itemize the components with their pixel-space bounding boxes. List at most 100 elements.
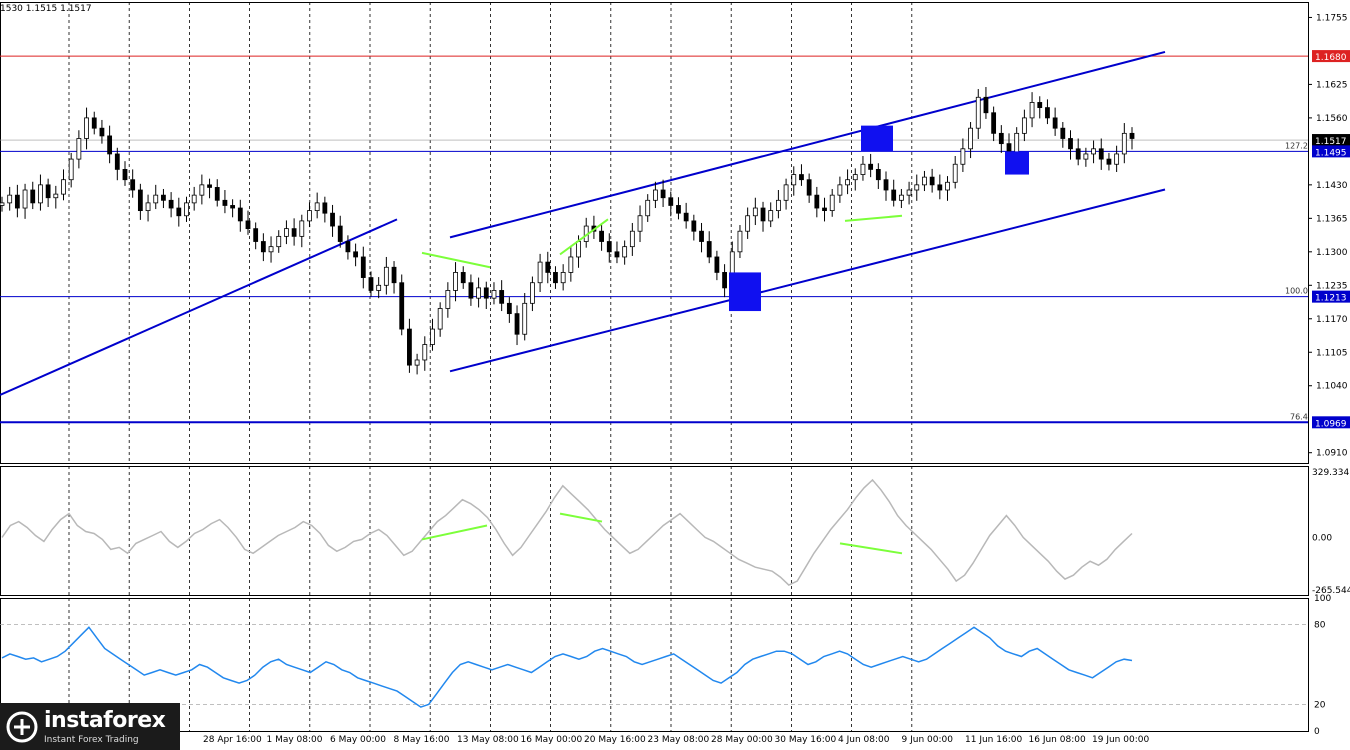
candle-body — [1098, 148, 1104, 160]
candle-body — [291, 228, 297, 237]
divergence-line-cci-3 — [839, 542, 903, 555]
candle-body — [268, 246, 274, 253]
candle-body — [837, 184, 843, 196]
rsi-axis-label: 100 — [1314, 594, 1331, 604]
candle-body — [845, 179, 850, 186]
candle-body — [130, 179, 136, 191]
price-label-box — [1312, 50, 1350, 63]
candle-body — [576, 241, 581, 258]
price-label-box — [1312, 290, 1350, 303]
rsi-line — [1, 626, 1133, 708]
candle-body — [676, 205, 681, 214]
candle-body — [560, 272, 566, 284]
candle-body — [176, 207, 182, 217]
candle-body — [76, 138, 82, 160]
candle-body — [284, 228, 289, 237]
candle-body — [1052, 117, 1058, 129]
candle-body — [983, 96, 989, 114]
candle-body — [868, 163, 874, 170]
candle-body — [184, 202, 189, 217]
time-tick-label: 8 May 16:00 — [394, 735, 450, 745]
price-tick-label: 1.1040 — [1316, 382, 1348, 392]
candle-body — [322, 202, 328, 214]
candle-body — [299, 220, 305, 237]
time-tick-label: 13 May 08:00 — [457, 735, 519, 745]
time-tick-label: 30 May 16:00 — [775, 735, 837, 745]
candle-body — [307, 210, 312, 222]
price-tick-label: 1.1495 — [1315, 148, 1347, 158]
candle-body — [737, 230, 743, 253]
candle-body — [0, 202, 5, 206]
candle-body — [414, 359, 420, 366]
ohlc-readout: 1530 1.1515 1.1517 — [0, 4, 92, 14]
candle-body — [806, 179, 812, 196]
candle-body — [45, 184, 51, 199]
rsi-axis-label: 80 — [1314, 621, 1326, 631]
candle-body — [553, 272, 558, 284]
candle-body — [1029, 102, 1035, 119]
divergence-line-cci-1 — [421, 524, 488, 541]
candle-body — [514, 313, 520, 335]
candle-body — [191, 194, 197, 204]
candle-body — [606, 241, 612, 253]
candle-body — [360, 256, 366, 278]
price-tick-label: 1.1517 — [1315, 137, 1347, 147]
candle-body — [660, 189, 666, 199]
price-tick-label: 1.1430 — [1316, 181, 1348, 191]
candle-body — [276, 235, 282, 248]
price-tick-label: 1.1170 — [1316, 315, 1348, 325]
price-label-box — [1312, 145, 1350, 158]
candle-body — [691, 220, 697, 232]
signal-box-2 — [861, 125, 893, 152]
time-tick-label: 6 May 00:00 — [330, 735, 386, 745]
panel-frame — [0, 598, 1309, 732]
candle-body — [706, 241, 712, 258]
candle-body — [383, 266, 389, 286]
price-label-box — [1312, 416, 1350, 429]
candle-body — [161, 194, 166, 201]
candle-body — [1021, 117, 1027, 134]
candle-body — [752, 207, 758, 217]
candle-body — [499, 290, 505, 304]
divergence-line-price-3 — [844, 214, 903, 222]
candle-body — [637, 215, 643, 232]
candle-body — [791, 174, 797, 186]
candle-body — [368, 277, 374, 291]
candle-body — [107, 135, 113, 155]
candle-body — [1045, 107, 1050, 119]
time-tick-label: 23 May 08:00 — [648, 735, 710, 745]
candle-body — [422, 344, 428, 361]
candle-body — [998, 132, 1004, 145]
candle-body — [391, 266, 397, 284]
candle-body — [314, 202, 320, 212]
panel-frame — [0, 2, 1309, 464]
candle-body — [683, 212, 689, 222]
candle-body — [260, 241, 266, 253]
time-tick-label: 16 May 00:00 — [521, 735, 583, 745]
candle-body — [975, 96, 981, 129]
candle-body — [230, 205, 236, 209]
candle-body — [1083, 153, 1089, 160]
candle-body — [629, 230, 635, 248]
candle-body — [860, 163, 866, 175]
candle-body — [399, 282, 405, 330]
price-tick-label: 1.1560 — [1316, 114, 1348, 124]
cci-panel: 329.3341 0.00 -265.544 — [1, 468, 1350, 596]
candle-body — [530, 282, 535, 304]
time-tick-label: 20 May 16:00 — [584, 735, 646, 745]
candle-body — [537, 261, 543, 284]
candle-body — [906, 189, 912, 196]
candle-body — [775, 199, 781, 212]
time-tick-label: 1 May 08:00 — [267, 735, 323, 745]
divergence-line-price-2 — [559, 218, 609, 256]
candle-body — [68, 158, 74, 181]
candle-body — [622, 246, 628, 258]
candle-body — [914, 184, 920, 191]
candle-body — [253, 228, 259, 242]
candle-body — [1121, 132, 1127, 155]
candle-body — [722, 272, 727, 289]
candle-body — [453, 272, 458, 291]
candle-body — [714, 256, 720, 273]
candle-body — [207, 184, 212, 188]
